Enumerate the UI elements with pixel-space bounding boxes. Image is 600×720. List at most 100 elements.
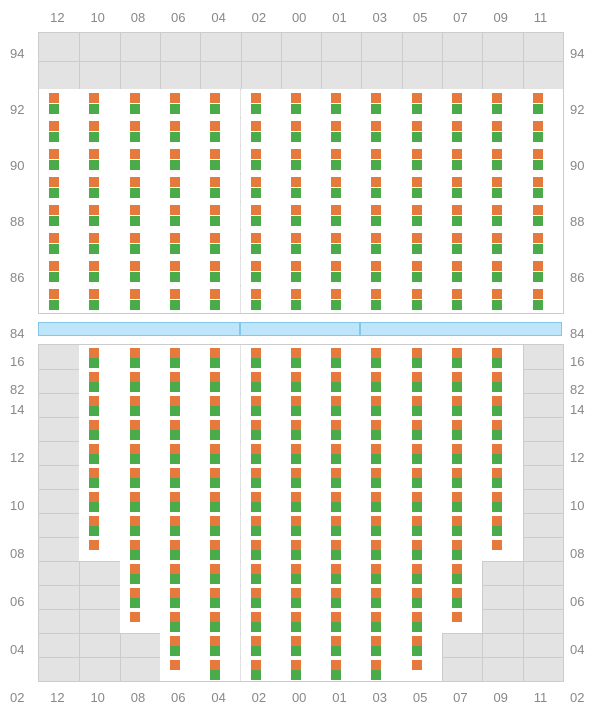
- seat-cell[interactable]: [402, 441, 442, 465]
- seat-cell[interactable]: [200, 145, 240, 173]
- seat-cell[interactable]: [160, 369, 200, 393]
- seat-cell[interactable]: [321, 369, 361, 393]
- seat-cell[interactable]: [402, 285, 442, 313]
- seat-cell[interactable]: [241, 417, 281, 441]
- seat-cell[interactable]: [442, 561, 482, 585]
- seat-cell[interactable]: [361, 257, 401, 285]
- seat-cell[interactable]: [200, 489, 240, 513]
- seat-cell[interactable]: [200, 465, 240, 489]
- seat-cell[interactable]: [241, 465, 281, 489]
- seat-cell[interactable]: [200, 201, 240, 229]
- seat-cell[interactable]: [321, 173, 361, 201]
- seat-cell[interactable]: [402, 657, 442, 681]
- seat-cell[interactable]: [79, 393, 119, 417]
- seat-cell[interactable]: [281, 561, 321, 585]
- seat-cell[interactable]: [200, 585, 240, 609]
- seat-cell[interactable]: [120, 489, 160, 513]
- seat-cell[interactable]: [361, 229, 401, 257]
- seat-cell[interactable]: [160, 345, 200, 369]
- seat-cell[interactable]: [321, 537, 361, 561]
- seat-cell[interactable]: [321, 201, 361, 229]
- seat-cell[interactable]: [361, 285, 401, 313]
- seat-cell[interactable]: [241, 537, 281, 561]
- seat-cell[interactable]: [200, 561, 240, 585]
- seat-cell[interactable]: [200, 537, 240, 561]
- seat-cell[interactable]: [281, 285, 321, 313]
- seat-cell[interactable]: [39, 89, 79, 117]
- seat-cell[interactable]: [120, 257, 160, 285]
- seat-cell[interactable]: [482, 145, 522, 173]
- seat-cell[interactable]: [200, 417, 240, 441]
- seat-cell[interactable]: [402, 513, 442, 537]
- seat-cell[interactable]: [402, 145, 442, 173]
- seat-cell[interactable]: [402, 229, 442, 257]
- seat-cell[interactable]: [361, 201, 401, 229]
- seat-cell[interactable]: [200, 393, 240, 417]
- seat-cell[interactable]: [200, 285, 240, 313]
- seat-cell[interactable]: [442, 513, 482, 537]
- seat-cell[interactable]: [482, 393, 522, 417]
- seat-cell[interactable]: [402, 257, 442, 285]
- seat-cell[interactable]: [482, 201, 522, 229]
- seat-cell[interactable]: [402, 585, 442, 609]
- seat-cell[interactable]: [160, 513, 200, 537]
- seat-cell[interactable]: [442, 393, 482, 417]
- seat-cell[interactable]: [442, 229, 482, 257]
- seat-cell[interactable]: [160, 89, 200, 117]
- seat-cell[interactable]: [402, 89, 442, 117]
- seat-cell[interactable]: [321, 441, 361, 465]
- seat-cell[interactable]: [79, 229, 119, 257]
- seat-cell[interactable]: [120, 513, 160, 537]
- seat-cell[interactable]: [402, 465, 442, 489]
- seat-cell[interactable]: [402, 117, 442, 145]
- seat-cell[interactable]: [200, 345, 240, 369]
- seat-cell[interactable]: [200, 89, 240, 117]
- seat-cell[interactable]: [321, 229, 361, 257]
- seat-cell[interactable]: [402, 417, 442, 441]
- seat-cell[interactable]: [160, 393, 200, 417]
- seat-cell[interactable]: [482, 513, 522, 537]
- seat-cell[interactable]: [321, 145, 361, 173]
- seat-cell[interactable]: [160, 585, 200, 609]
- seat-cell[interactable]: [281, 393, 321, 417]
- seat-cell[interactable]: [120, 345, 160, 369]
- seat-cell[interactable]: [200, 513, 240, 537]
- seat-cell[interactable]: [482, 441, 522, 465]
- seat-cell[interactable]: [281, 145, 321, 173]
- seat-cell[interactable]: [160, 229, 200, 257]
- seat-cell[interactable]: [321, 633, 361, 657]
- seat-cell[interactable]: [442, 89, 482, 117]
- seat-cell[interactable]: [523, 173, 563, 201]
- seat-cell[interactable]: [160, 537, 200, 561]
- seat-cell[interactable]: [442, 145, 482, 173]
- seat-cell[interactable]: [482, 89, 522, 117]
- seat-cell[interactable]: [39, 285, 79, 313]
- seat-cell[interactable]: [79, 489, 119, 513]
- seat-cell[interactable]: [241, 201, 281, 229]
- seat-cell[interactable]: [482, 229, 522, 257]
- seat-cell[interactable]: [241, 441, 281, 465]
- seat-cell[interactable]: [321, 657, 361, 681]
- seat-cell[interactable]: [241, 173, 281, 201]
- seat-cell[interactable]: [39, 257, 79, 285]
- seat-cell[interactable]: [482, 257, 522, 285]
- seat-cell[interactable]: [241, 585, 281, 609]
- seat-cell[interactable]: [361, 633, 401, 657]
- seat-cell[interactable]: [39, 117, 79, 145]
- seat-cell[interactable]: [442, 173, 482, 201]
- seat-cell[interactable]: [281, 513, 321, 537]
- seat-cell[interactable]: [281, 585, 321, 609]
- seat-cell[interactable]: [120, 537, 160, 561]
- seat-cell[interactable]: [361, 465, 401, 489]
- seat-cell[interactable]: [160, 201, 200, 229]
- seat-cell[interactable]: [200, 657, 240, 681]
- seat-cell[interactable]: [321, 257, 361, 285]
- seat-cell[interactable]: [79, 513, 119, 537]
- seat-cell[interactable]: [200, 633, 240, 657]
- seat-cell[interactable]: [241, 257, 281, 285]
- seat-cell[interactable]: [482, 369, 522, 393]
- seat-cell[interactable]: [482, 465, 522, 489]
- seat-cell[interactable]: [361, 537, 401, 561]
- seat-cell[interactable]: [523, 229, 563, 257]
- seat-cell[interactable]: [523, 201, 563, 229]
